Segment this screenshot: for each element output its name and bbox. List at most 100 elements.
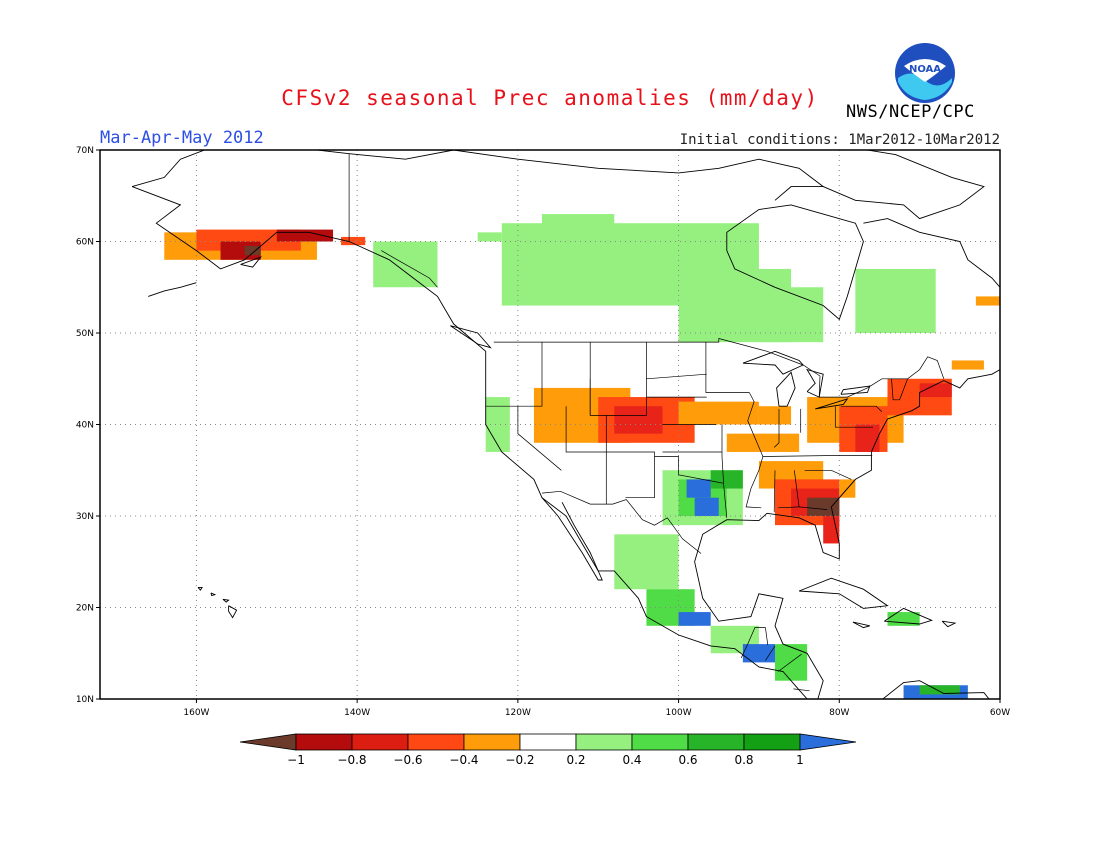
political-border	[745, 392, 764, 509]
political-border	[773, 470, 776, 513]
anomaly-cell	[614, 534, 679, 590]
coastline	[197, 586, 203, 591]
colorbar-label: 0.4	[622, 753, 641, 767]
anomaly-cell	[726, 433, 800, 452]
anomaly-cell	[244, 246, 261, 256]
coastline	[148, 282, 197, 297]
anomaly-cell	[694, 497, 719, 516]
political-border	[773, 408, 780, 448]
colorbar-label: −0.6	[393, 753, 422, 767]
anomaly-cell	[614, 406, 663, 434]
colorbar-label: −0.4	[449, 753, 478, 767]
anomaly-cell	[477, 232, 502, 242]
colorbar-box	[575, 733, 633, 751]
colorbar-label: 0.8	[734, 753, 753, 767]
political-border	[721, 424, 728, 518]
anomaly-cell	[775, 644, 808, 681]
coastline	[726, 204, 864, 321]
coastline	[131, 150, 825, 201]
political-border	[840, 405, 883, 412]
coastline	[131, 186, 808, 699]
colorbar-label: −1	[287, 753, 305, 767]
colorbar-box	[743, 733, 801, 751]
lat-tick-label: 70N	[76, 146, 94, 156]
political-border	[565, 406, 607, 505]
coastline	[884, 607, 934, 625]
coastline	[541, 497, 603, 581]
colorbar-box	[519, 733, 577, 751]
coastline	[806, 368, 824, 398]
coastline	[228, 605, 238, 619]
political-border	[541, 490, 702, 554]
coastline	[222, 598, 230, 603]
lat-tick-label: 40N	[76, 421, 94, 431]
graticule-layer	[100, 150, 1000, 699]
coastline	[815, 398, 849, 410]
political-border	[740, 627, 769, 658]
coastline	[863, 218, 1000, 288]
coastline	[210, 592, 217, 597]
anomaly-cell	[678, 612, 711, 626]
anomaly-cell	[975, 296, 1000, 306]
anomaly-cell	[758, 287, 824, 343]
political-border	[605, 415, 655, 499]
coastline	[882, 680, 990, 699]
political-border	[705, 342, 750, 393]
colorbar-label: −0.2	[505, 753, 534, 767]
coastline	[694, 369, 1000, 699]
coastline	[776, 371, 796, 407]
political-border	[765, 645, 776, 661]
political-border	[654, 456, 723, 484]
noaa-logo-text: NOAA	[909, 64, 941, 75]
colorbar-box	[631, 733, 689, 751]
lon-tick-label: 160W	[183, 708, 209, 718]
anomaly-cell	[582, 241, 695, 297]
anomaly-cell	[855, 424, 880, 452]
political-border	[762, 455, 873, 457]
anomaly-cell	[919, 383, 952, 398]
political-border	[834, 406, 873, 428]
political-border	[793, 688, 810, 692]
anomaly-cell	[919, 685, 960, 695]
colorbar-box	[351, 733, 409, 751]
coastline	[450, 325, 492, 349]
colorbar-box	[295, 733, 353, 751]
anomaly-cell	[276, 229, 334, 242]
political-border	[799, 506, 828, 510]
lat-tick-label: 30N	[76, 512, 94, 522]
lat-tick-label: 60N	[76, 238, 94, 248]
political-border	[804, 469, 852, 480]
lat-tick-label: 20N	[76, 604, 94, 614]
colorbar-label: −0.8	[337, 753, 366, 767]
agency-label: NWS/NCEP/CPC	[846, 102, 975, 122]
colorbar-high-arrow	[799, 733, 857, 751]
lon-tick-label: 100W	[666, 708, 692, 718]
anomaly-cell	[823, 516, 840, 544]
lat-tick-label: 10N	[76, 695, 94, 705]
anomaly-cell	[341, 236, 366, 246]
coastline	[240, 256, 263, 268]
coastline	[852, 621, 870, 629]
lon-tick-label: 60W	[990, 708, 1010, 718]
coastline-layer	[131, 150, 1000, 699]
colorbar-label: 0.6	[678, 753, 697, 767]
political-border	[381, 250, 438, 288]
colorbar-low-arrow	[239, 733, 297, 751]
anomaly-cell	[855, 268, 936, 333]
anomaly-cell	[686, 479, 711, 498]
season-label: Mar-Apr-May 2012	[100, 128, 264, 148]
colorbar-label: 0.2	[566, 753, 585, 767]
political-border	[485, 342, 543, 407]
colorbar-box	[463, 733, 521, 751]
coastline	[941, 620, 957, 628]
noaa-logo: NOAA	[895, 43, 955, 103]
anomaly-cell	[758, 406, 792, 425]
political-border	[493, 338, 945, 398]
political-border	[891, 378, 908, 401]
anomaly-cell	[678, 401, 759, 425]
colorbar-box	[687, 733, 745, 751]
anomaly-cell	[541, 214, 615, 242]
coastline	[775, 150, 985, 220]
